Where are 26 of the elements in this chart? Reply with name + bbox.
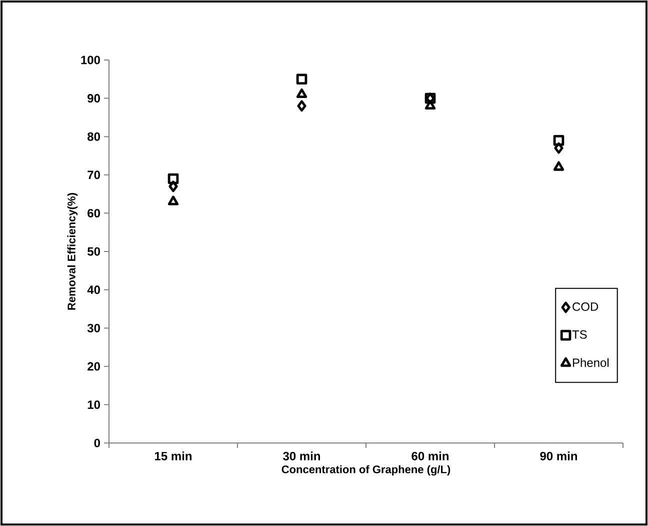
legend-label: COD [572, 302, 598, 311]
legend-label: TS [572, 330, 587, 339]
point [168, 196, 179, 206]
point [296, 74, 308, 85]
legend-label: Phenol [572, 358, 609, 367]
x-axis-title: Concentration of Graphene (g/L) [282, 465, 450, 476]
x-tick-label: 15 min [155, 452, 192, 460]
point [424, 100, 436, 110]
y-tick-label: 60 [88, 208, 100, 218]
y-tick-label: 100 [81, 56, 100, 64]
x-tick-label: 30 min [283, 452, 320, 460]
point [553, 161, 564, 171]
y-tick-label: 10 [88, 400, 100, 409]
y-tick-label: 30 [87, 324, 100, 332]
y-axis-title: Removal Efficiency(%) [67, 193, 78, 310]
y-tick-label: 20 [88, 362, 100, 371]
x-tick-label: 90 min [540, 452, 577, 460]
y-tick-label: 40 [87, 286, 100, 294]
x-tick-label: 60 min [412, 452, 448, 460]
y-tick-label: 50 [88, 247, 100, 256]
y-tick-label: 80 [88, 132, 100, 141]
y-tick-label: 0 [94, 438, 100, 448]
point [296, 88, 308, 98]
point [297, 100, 306, 112]
y-tick-label: 90 [88, 94, 100, 103]
y-tick-label: 70 [88, 170, 100, 180]
